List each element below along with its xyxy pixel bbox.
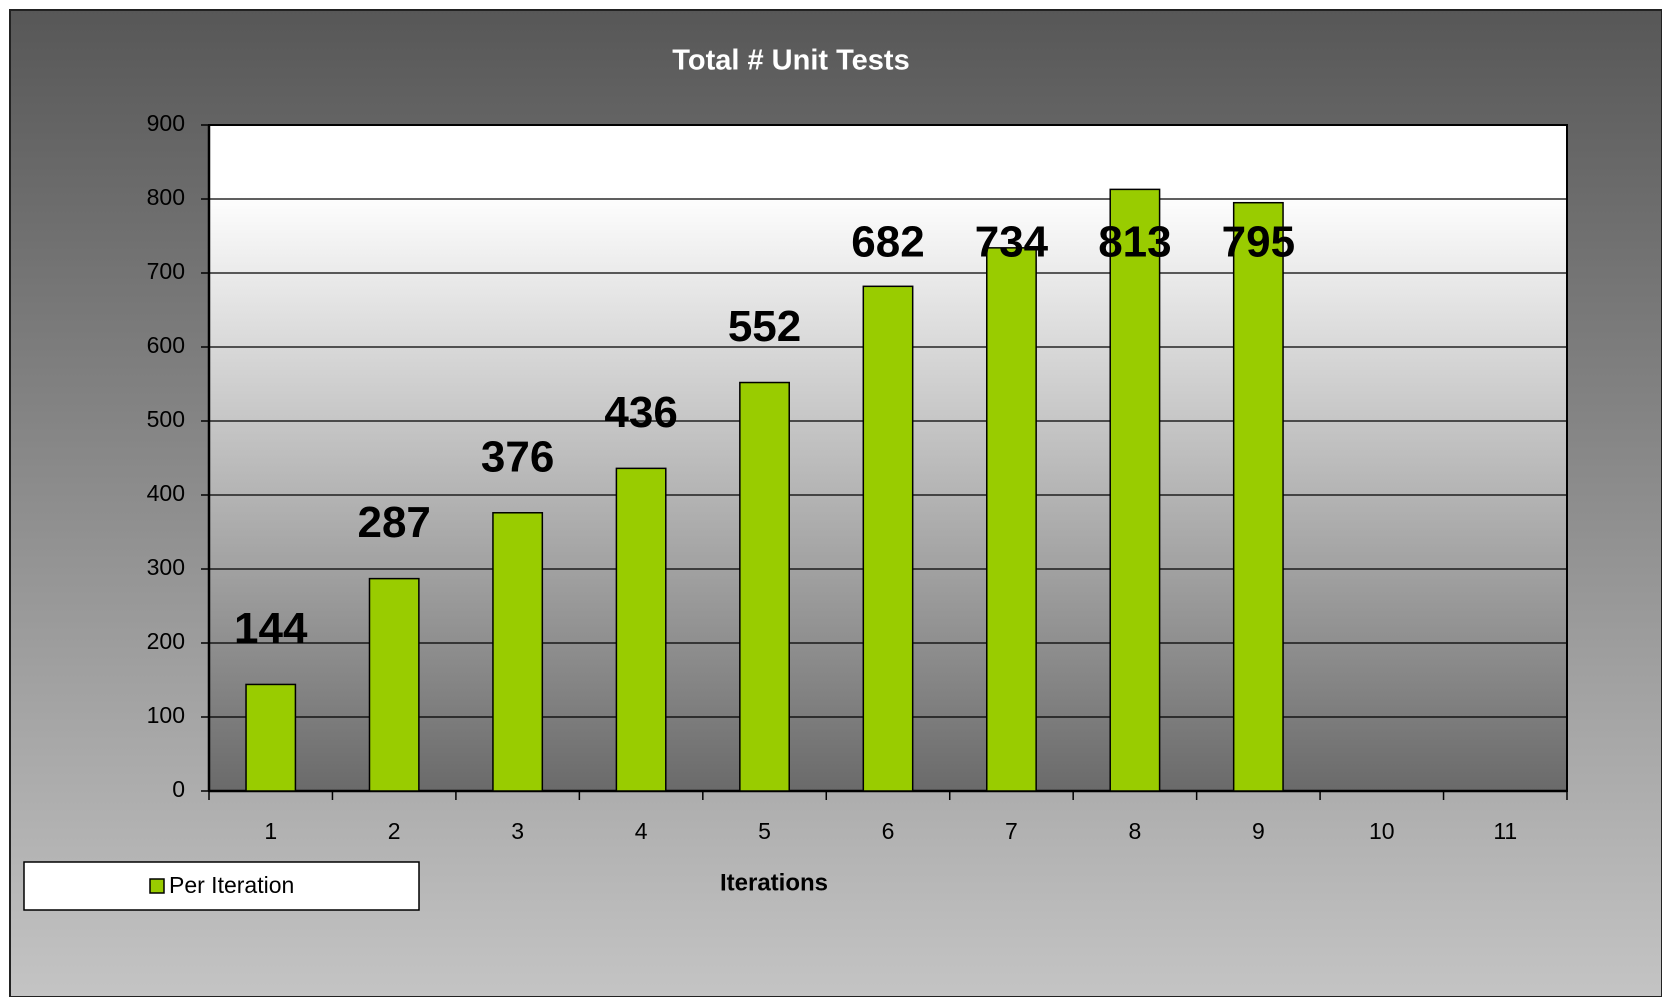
- x-tick-label: 3: [511, 818, 524, 844]
- y-tick-label: 200: [147, 628, 185, 654]
- data-label: 376: [481, 432, 554, 481]
- y-tick-label: 500: [147, 406, 185, 432]
- data-label: 813: [1098, 218, 1171, 267]
- y-tick-label: 800: [147, 184, 185, 210]
- y-tick-label: 400: [147, 480, 185, 506]
- x-tick-label: 5: [758, 818, 771, 844]
- data-label: 436: [604, 388, 677, 437]
- y-tick-label: 900: [147, 110, 185, 136]
- data-label: 682: [851, 218, 924, 267]
- x-tick-label: 7: [1005, 818, 1018, 844]
- x-tick-label: 11: [1493, 818, 1517, 844]
- x-tick-label: 6: [882, 818, 895, 844]
- y-tick-label: 300: [147, 554, 185, 580]
- bar: [245, 683, 297, 792]
- x-tick-label: 1: [264, 818, 277, 844]
- chart-title: Total # Unit Tests: [672, 45, 909, 77]
- y-tick-label: 0: [172, 776, 185, 802]
- legend-label: Per Iteration: [169, 872, 294, 898]
- x-tick-label: 10: [1369, 818, 1395, 844]
- y-tick-label: 600: [147, 332, 185, 358]
- bar: [492, 512, 544, 792]
- x-tick-label: 2: [388, 818, 401, 844]
- bar: [1232, 201, 1284, 792]
- legend-swatch: [149, 878, 165, 894]
- y-tick-label: 700: [147, 258, 185, 284]
- data-label: 287: [357, 498, 430, 547]
- data-label: 734: [975, 218, 1049, 267]
- x-tick-label: 9: [1252, 818, 1265, 844]
- data-label: 552: [728, 302, 801, 351]
- y-tick-label: 100: [147, 702, 185, 728]
- legend-box: [23, 861, 420, 911]
- data-label: 795: [1222, 218, 1295, 267]
- bar: [739, 381, 790, 792]
- x-tick-label: 8: [1129, 818, 1142, 844]
- bar: [368, 577, 420, 792]
- x-axis-label: Iterations: [720, 869, 828, 896]
- bar: [986, 247, 1037, 792]
- bar: [1109, 188, 1161, 792]
- bar: [615, 467, 667, 792]
- x-tick-label: 4: [635, 818, 648, 844]
- bar: [862, 285, 914, 792]
- data-label: 144: [234, 604, 308, 653]
